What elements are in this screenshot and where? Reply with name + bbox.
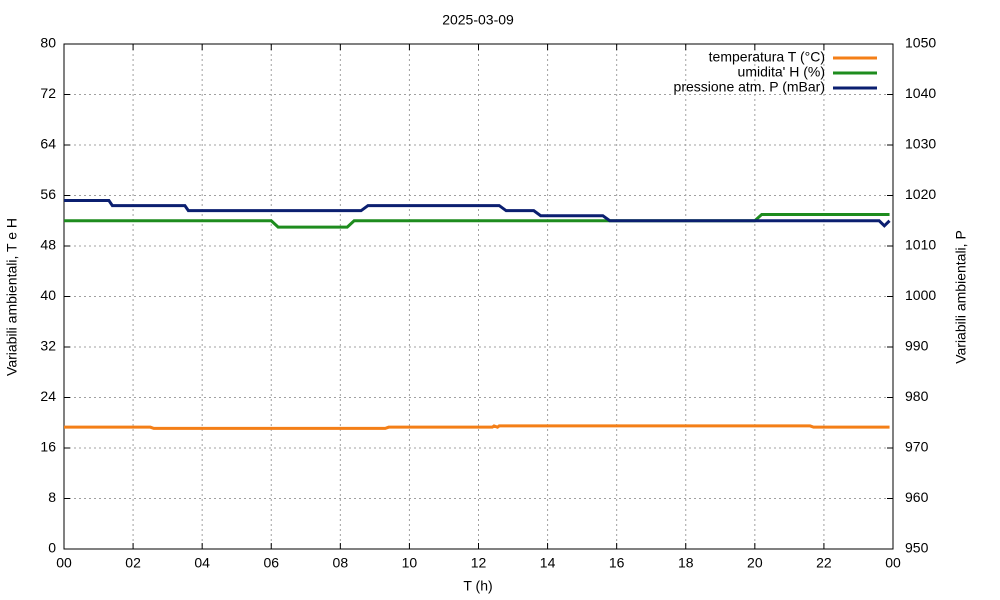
x-tick-label: 14 <box>540 555 556 571</box>
x-tick-label: 22 <box>816 555 832 571</box>
series-line <box>64 424 890 430</box>
y2-tick-label: 980 <box>905 388 929 404</box>
x-tick-label: 06 <box>263 555 279 571</box>
y-tick-label: 16 <box>40 439 56 455</box>
x-tick-label: 02 <box>125 555 141 571</box>
y2-tick-label: 1040 <box>905 85 936 101</box>
series-line <box>64 212 890 229</box>
y-tick-label: 32 <box>40 338 56 354</box>
y2-tick-label: 1020 <box>905 186 936 202</box>
y-tick-label: 80 <box>40 35 56 51</box>
y2-tick-label: 1010 <box>905 237 936 253</box>
x-tick-label: 04 <box>194 555 210 571</box>
x-tick-label: 12 <box>471 555 487 571</box>
x-tick-label: 08 <box>333 555 349 571</box>
x-tick-label: 16 <box>609 555 625 571</box>
plot-frame <box>63 43 894 550</box>
series-line <box>64 199 891 228</box>
y2-tick-label: 1030 <box>905 136 936 152</box>
y-axis-label: Variabili ambientali, T e H <box>4 218 20 376</box>
x-tick-label: 00 <box>885 555 901 571</box>
y-tick-label: 0 <box>48 540 56 556</box>
y2-tick-label: 1050 <box>905 35 936 51</box>
y2-tick-label: 950 <box>905 540 929 556</box>
legend-label: temperatura T (°C) <box>709 49 825 65</box>
y2-axis-label: Variabili ambientali, P <box>953 230 969 364</box>
x-tick-label: 18 <box>678 555 694 571</box>
x-axis-label: T (h) <box>463 578 492 594</box>
y-tick-label: 72 <box>40 85 56 101</box>
x-tick-label: 20 <box>747 555 763 571</box>
y2-tick-label: 990 <box>905 338 929 354</box>
x-tick-label: 00 <box>56 555 72 571</box>
y-tick-label: 8 <box>48 489 56 505</box>
chart-title: 2025-03-09 <box>442 12 514 28</box>
legend-label: umidita' H (%) <box>738 64 825 80</box>
x-tick-label: 10 <box>402 555 418 571</box>
y2-tick-label: 970 <box>905 439 929 455</box>
legend-label: pressione atm. P (mBar) <box>674 79 825 95</box>
y-tick-label: 56 <box>40 186 56 202</box>
y2-tick-label: 1000 <box>905 287 936 303</box>
y-tick-label: 64 <box>40 136 56 152</box>
y-tick-label: 24 <box>40 388 56 404</box>
y-tick-label: 48 <box>40 237 56 253</box>
y2-tick-label: 960 <box>905 489 929 505</box>
y-tick-label: 40 <box>40 287 56 303</box>
